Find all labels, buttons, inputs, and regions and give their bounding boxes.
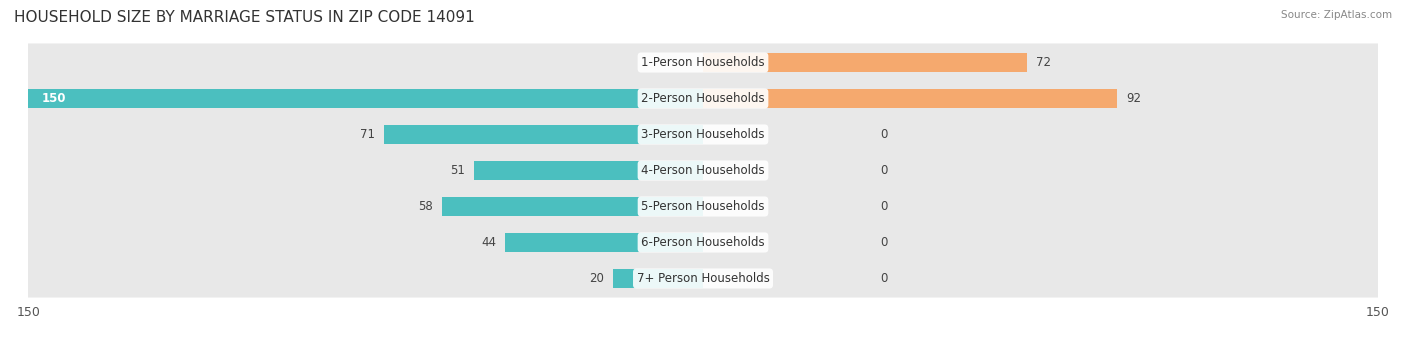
Bar <box>28 89 703 108</box>
Bar <box>703 89 1116 108</box>
Text: 3-Person Households: 3-Person Households <box>641 128 765 141</box>
Text: 0: 0 <box>880 164 889 177</box>
Bar <box>505 233 703 252</box>
Bar <box>384 124 703 144</box>
Bar <box>474 161 703 180</box>
Text: HOUSEHOLD SIZE BY MARRIAGE STATUS IN ZIP CODE 14091: HOUSEHOLD SIZE BY MARRIAGE STATUS IN ZIP… <box>14 10 475 25</box>
Text: 0: 0 <box>880 236 889 249</box>
Text: 72: 72 <box>1036 56 1050 69</box>
Text: 5-Person Households: 5-Person Households <box>641 200 765 213</box>
Text: 0: 0 <box>880 128 889 141</box>
FancyBboxPatch shape <box>28 79 1378 118</box>
FancyBboxPatch shape <box>28 43 1378 81</box>
Text: 2-Person Households: 2-Person Households <box>641 92 765 105</box>
Text: 1-Person Households: 1-Person Households <box>641 56 765 69</box>
Bar <box>613 269 703 288</box>
Text: Source: ZipAtlas.com: Source: ZipAtlas.com <box>1281 10 1392 20</box>
Text: 4-Person Households: 4-Person Households <box>641 164 765 177</box>
Text: 20: 20 <box>589 272 605 285</box>
Text: 44: 44 <box>481 236 496 249</box>
Text: 0: 0 <box>880 272 889 285</box>
Text: 51: 51 <box>450 164 464 177</box>
Text: 92: 92 <box>1126 92 1140 105</box>
Bar <box>441 197 703 217</box>
Text: 150: 150 <box>42 92 66 105</box>
FancyBboxPatch shape <box>28 151 1378 190</box>
Text: 6-Person Households: 6-Person Households <box>641 236 765 249</box>
FancyBboxPatch shape <box>28 188 1378 226</box>
Bar <box>703 53 1026 72</box>
Text: 71: 71 <box>360 128 374 141</box>
Text: 7+ Person Households: 7+ Person Households <box>637 272 769 285</box>
Text: 0: 0 <box>880 200 889 213</box>
Text: 58: 58 <box>419 200 433 213</box>
FancyBboxPatch shape <box>28 260 1378 298</box>
FancyBboxPatch shape <box>28 223 1378 262</box>
FancyBboxPatch shape <box>28 115 1378 153</box>
